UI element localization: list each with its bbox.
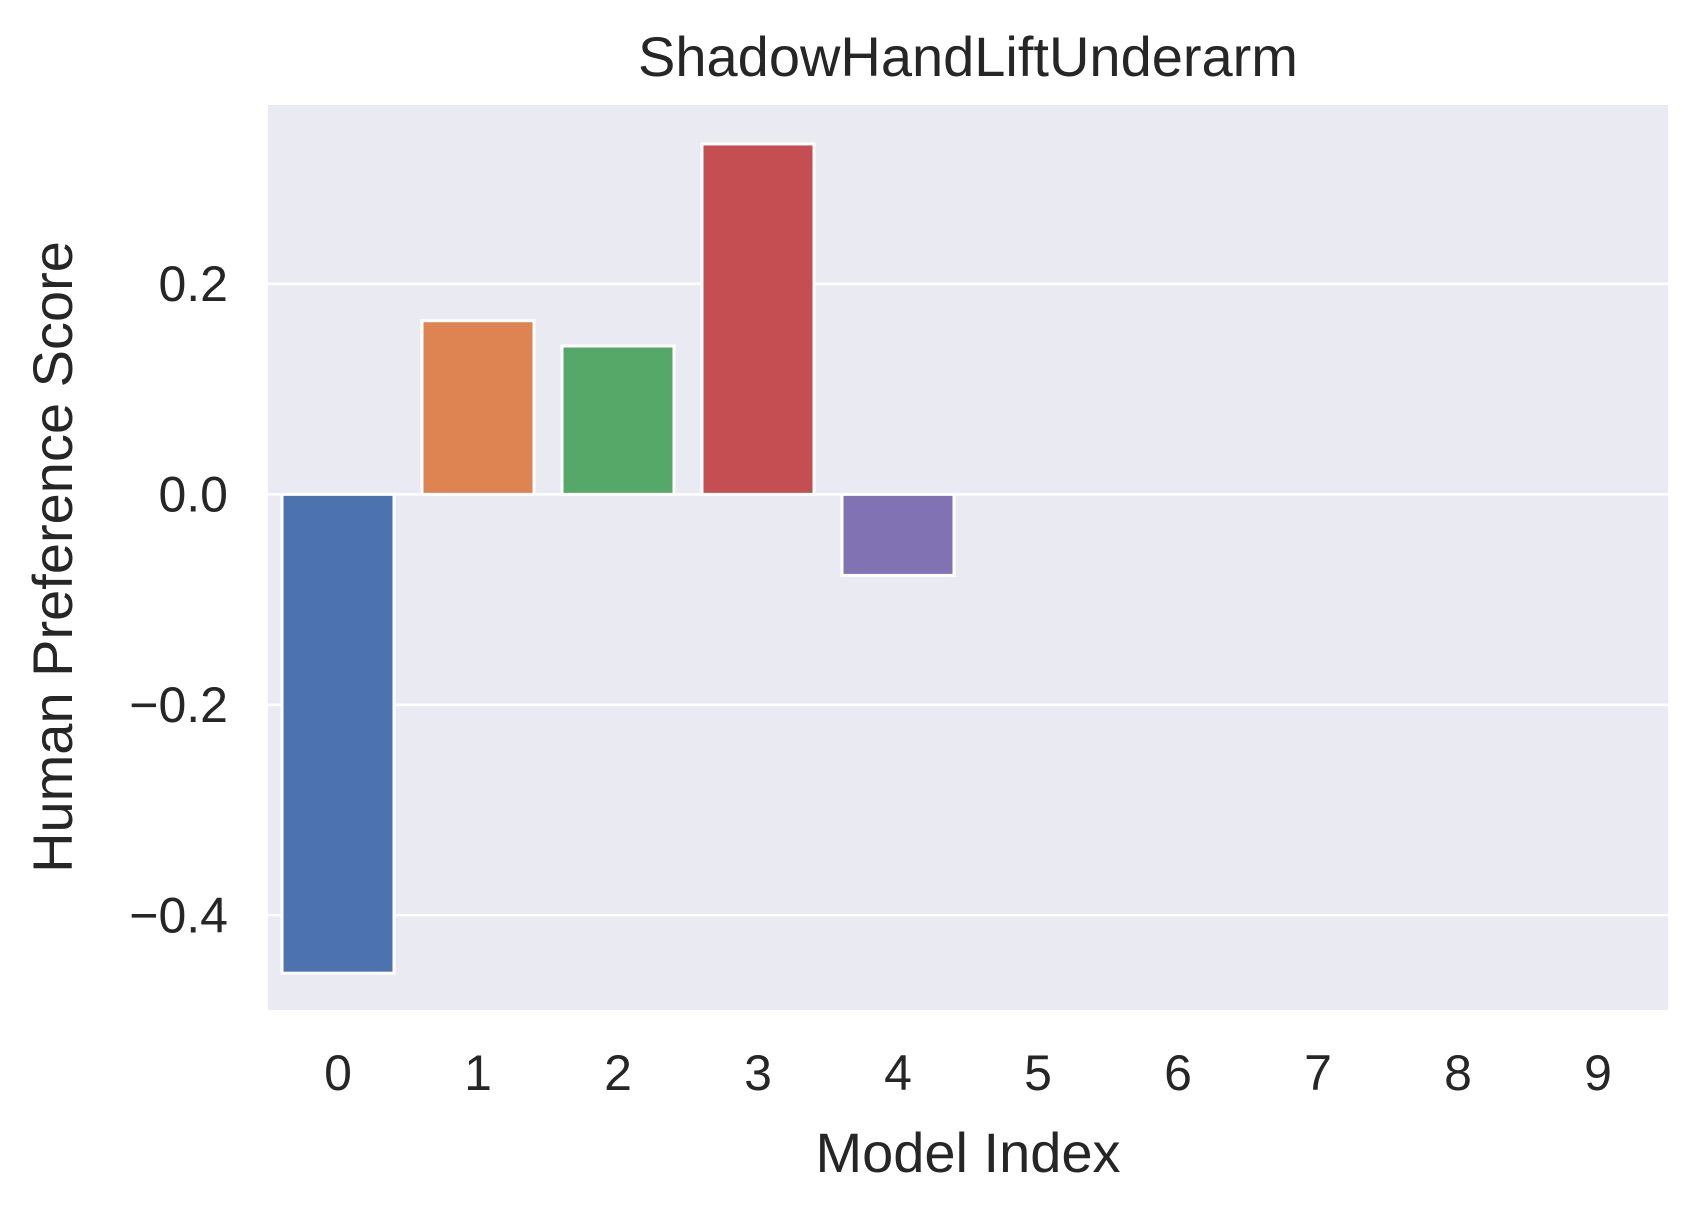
x-tick-label: 6 — [1164, 1045, 1192, 1101]
y-tick-label: −0.4 — [129, 887, 228, 943]
bar-1 — [422, 321, 534, 495]
x-tick-labels: 0 1 2 3 4 5 6 7 8 9 — [324, 1045, 1612, 1101]
bar-4 — [842, 494, 954, 575]
x-tick-label: 7 — [1304, 1045, 1332, 1101]
x-tick-label: 8 — [1444, 1045, 1472, 1101]
chart-title: ShadowHandLiftUnderarm — [638, 25, 1298, 88]
x-tick-label: 0 — [324, 1045, 352, 1101]
y-tick-label: −0.2 — [129, 677, 228, 733]
y-axis-label: Human Preference Score — [21, 241, 84, 873]
x-tick-label: 5 — [1024, 1045, 1052, 1101]
x-axis-label: Model Index — [815, 1121, 1120, 1184]
bar-0 — [282, 494, 394, 973]
y-tick-label: 0.0 — [158, 466, 228, 522]
x-tick-label: 2 — [604, 1045, 632, 1101]
x-tick-label: 9 — [1584, 1045, 1612, 1101]
plot-area — [268, 105, 1668, 1010]
y-tick-labels: −0.4 −0.2 0.0 0.2 — [129, 256, 228, 943]
x-tick-label: 1 — [464, 1045, 492, 1101]
x-tick-label: 3 — [744, 1045, 772, 1101]
bar-3 — [702, 144, 814, 494]
y-tick-label: 0.2 — [158, 256, 228, 312]
bar-2 — [562, 346, 674, 494]
x-tick-label: 4 — [884, 1045, 912, 1101]
